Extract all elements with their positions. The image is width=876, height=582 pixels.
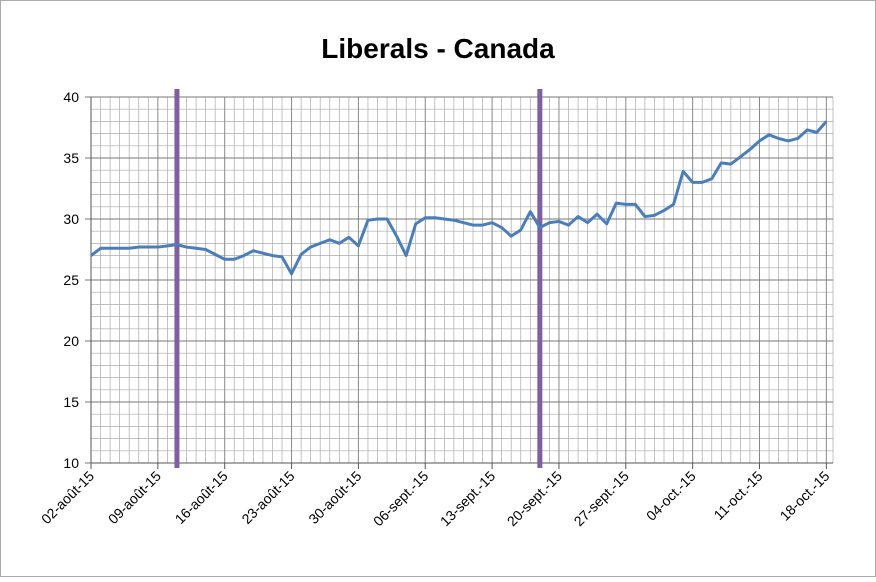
y-tick-label: 30 [63,211,79,227]
series-line [90,120,828,276]
y-tick-label: 15 [63,394,79,410]
y-tick-label: 35 [63,150,79,166]
y-tick-label: 20 [63,333,79,349]
y-tick-label: 10 [63,455,79,471]
y-tick-label: 25 [63,272,79,288]
y-tick-label: 40 [63,89,79,105]
chart-title: Liberals - Canada [321,33,555,64]
